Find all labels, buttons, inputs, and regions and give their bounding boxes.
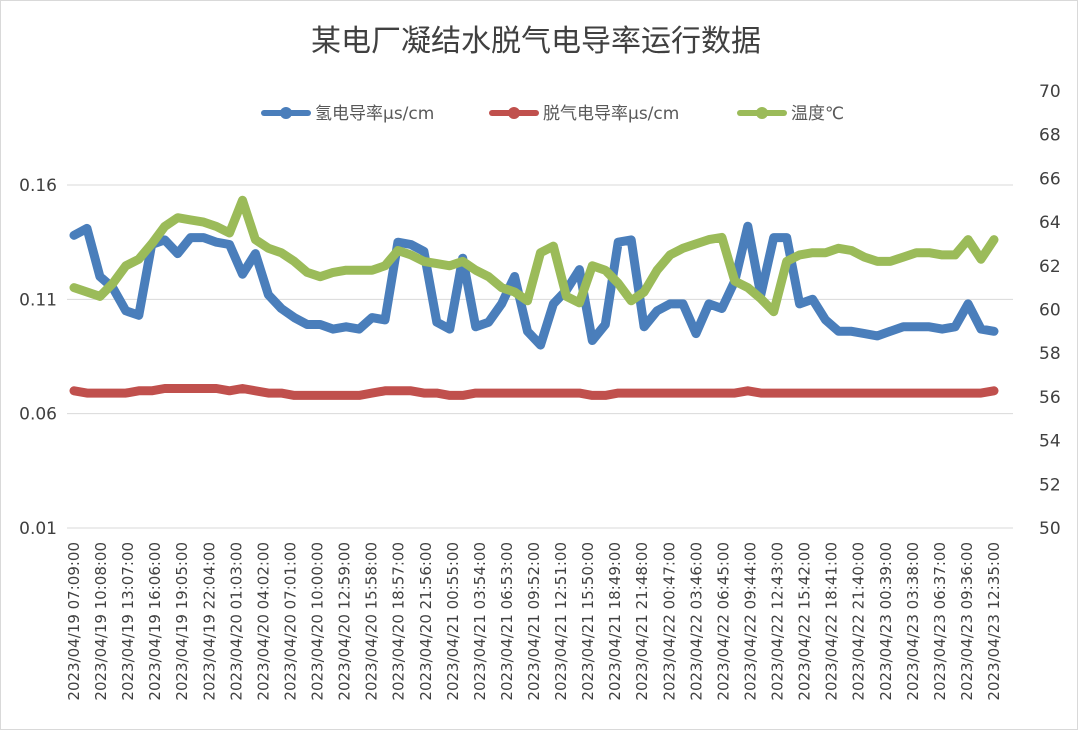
y-right-tick-label: 54: [1039, 432, 1061, 452]
x-tick-label: 2023/04/20 15:58:00: [363, 542, 381, 701]
x-tick-label: 2023/04/20 10:00:00: [309, 542, 327, 701]
x-tick-label: 2023/04/21 00:55:00: [444, 542, 462, 701]
x-tick-label: 2023/04/19 22:04:00: [200, 542, 218, 701]
x-tick-label: 2023/04/22 12:43:00: [769, 542, 787, 701]
series-line-degassed-conductivity: [69, 384, 999, 400]
legend-marker-temperature: [756, 107, 768, 119]
x-tick-label: 2023/04/20 18:57:00: [390, 542, 408, 701]
y-right-tick-label: 70: [1039, 82, 1061, 102]
x-tick-label: 2023/04/23 09:36:00: [958, 542, 976, 701]
x-tick-label: 2023/04/23 00:39:00: [877, 542, 895, 701]
x-tick-label: 2023/04/21 18:49:00: [606, 542, 624, 701]
x-tick-label: 2023/04/23 06:37:00: [931, 542, 949, 701]
x-tick-label: 2023/04/19 13:07:00: [119, 542, 137, 701]
y-right-tick-label: 58: [1039, 344, 1061, 364]
x-tick-label: 2023/04/19 10:08:00: [92, 542, 110, 701]
x-tick-label: 2023/04/21 03:54:00: [471, 542, 489, 701]
y-right-tick-label: 64: [1039, 213, 1061, 233]
x-tick-label: 2023/04/21 12:51:00: [552, 542, 570, 701]
y-left-tick-label: 0.16: [19, 176, 57, 196]
legend-label-temperature: 温度℃: [791, 104, 844, 124]
legend-marker-hydrogen-conductivity: [280, 107, 292, 119]
x-tick-label: 2023/04/20 12:59:00: [336, 542, 354, 701]
y-left-tick-label: 0.11: [19, 290, 57, 310]
x-tick-label: 2023/04/19 07:09:00: [65, 542, 83, 701]
y-right-tick-label: 62: [1039, 257, 1061, 277]
x-tick-label: 2023/04/20 04:02:00: [254, 542, 272, 701]
x-axis: 2023/04/19 07:09:00 2023/04/19 10:08:00 20…: [65, 542, 1003, 701]
x-tick-label: 2023/04/21 09:52:00: [525, 542, 543, 701]
gridlines: [67, 184, 1013, 529]
left-axis: 0.01 0.06 0.11 0.16: [19, 176, 57, 539]
y-right-tick-label: 68: [1039, 126, 1061, 146]
legend-label-degassed-conductivity: 脱气电导率μs/cm: [543, 104, 679, 124]
x-tick-label: 2023/04/19 19:05:00: [173, 542, 191, 701]
x-tick-label: 2023/04/21 15:50:00: [579, 542, 597, 701]
x-tick-label: 2023/04/20 07:01:00: [281, 542, 299, 701]
legend-label-hydrogen-conductivity: 氢电导率μs/cm: [315, 104, 434, 124]
legend-marker-degassed-conductivity: [508, 107, 520, 119]
series-line-hydrogen-conductivity: [69, 221, 999, 350]
x-tick-label: 2023/04/19 16:06:00: [146, 542, 164, 701]
legend-item-hydrogen-conductivity: 氢电导率μs/cm: [261, 104, 434, 124]
x-tick-label: 2023/04/22 00:47:00: [660, 542, 678, 701]
x-tick-label: 2023/04/21 21:48:00: [633, 542, 651, 701]
legend-item-temperature: 温度℃: [737, 104, 844, 124]
x-tick-label: 2023/04/22 15:42:00: [796, 542, 814, 701]
y-left-tick-label: 0.01: [19, 519, 57, 539]
x-tick-label: 2023/04/21 06:53:00: [498, 542, 516, 701]
x-tick-label: 2023/04/20 01:03:00: [227, 542, 245, 701]
y-right-tick-label: 52: [1039, 475, 1061, 495]
y-right-tick-label: 66: [1039, 169, 1061, 189]
series-layer: [69, 195, 999, 400]
right-axis: 50 52 54 56 58 60 62 64 66 68 70: [1039, 82, 1061, 539]
chart-title: 某电厂凝结水脱气电导率运行数据: [311, 24, 761, 59]
x-tick-label: 2023/04/22 09:44:00: [741, 542, 759, 701]
x-tick-label: 2023/04/20 21:56:00: [417, 542, 435, 701]
x-tick-label: 2023/04/23 03:38:00: [904, 542, 922, 701]
x-tick-label: 2023/04/23 12:35:00: [985, 542, 1003, 701]
legend-item-degassed-conductivity: 脱气电导率μs/cm: [489, 104, 679, 124]
y-right-tick-label: 50: [1039, 519, 1061, 539]
y-right-tick-label: 56: [1039, 388, 1061, 408]
legend: 氢电导率μs/cm 脱气电导率μs/cm 温度℃: [261, 104, 844, 124]
x-tick-label: 2023/04/22 06:45:00: [714, 542, 732, 701]
x-tick-label: 2023/04/22 03:46:00: [687, 542, 705, 701]
y-left-tick-label: 0.06: [19, 405, 57, 425]
y-right-tick-label: 60: [1039, 301, 1061, 321]
x-tick-label: 2023/04/22 18:41:00: [823, 542, 841, 701]
series-line-temperature: [69, 195, 999, 317]
x-tick-label: 2023/04/22 21:40:00: [850, 542, 868, 701]
